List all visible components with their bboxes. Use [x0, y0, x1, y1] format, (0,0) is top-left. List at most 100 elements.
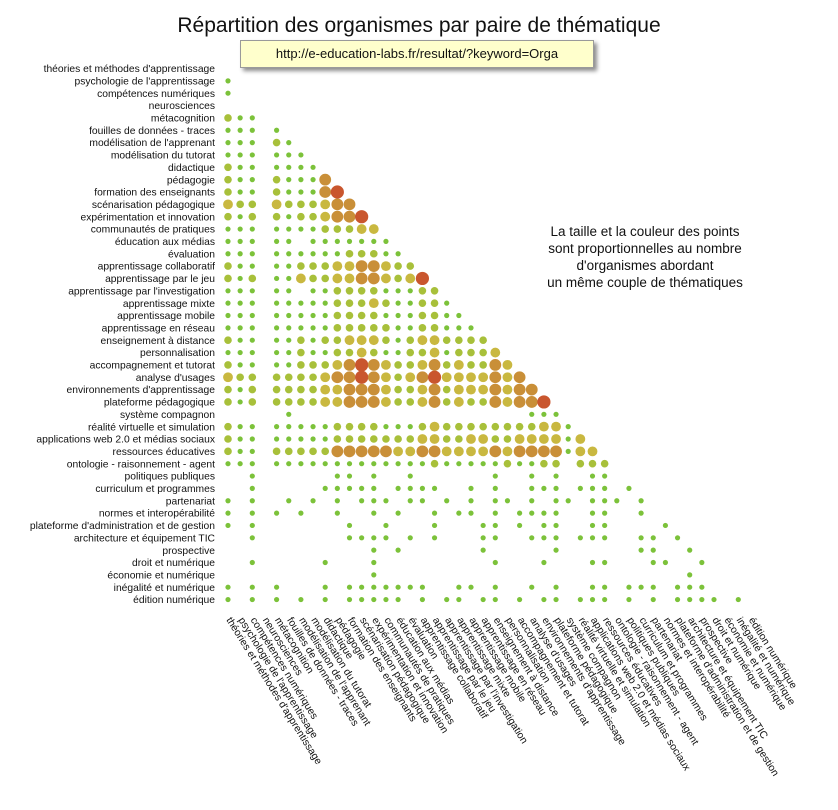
data-point: [489, 396, 502, 408]
data-point: [553, 473, 559, 479]
data-point: [650, 596, 656, 603]
row-label: ressources éducatives: [113, 447, 215, 458]
data-point: [444, 312, 450, 319]
data-point: [237, 127, 243, 133]
data-point: [343, 445, 356, 458]
row-label: applications web 2.0 et médias sociaux: [36, 435, 215, 446]
data-point: [367, 359, 380, 371]
data-point: [383, 288, 389, 294]
row-label: architecture et équipement TIC: [74, 533, 216, 544]
data-point: [687, 584, 693, 590]
url-box[interactable]: http://e-education-labs.fr/resultat/?key…: [240, 40, 594, 68]
data-point: [383, 535, 389, 541]
data-point: [355, 210, 369, 224]
data-point: [553, 547, 559, 553]
data-point: [589, 485, 596, 491]
data-point: [394, 435, 402, 443]
data-point: [237, 275, 243, 282]
data-point: [638, 584, 644, 590]
data-point: [332, 360, 343, 370]
data-point: [249, 485, 255, 491]
data-point: [310, 251, 316, 257]
data-point: [298, 510, 304, 516]
data-point: [419, 596, 425, 603]
data-point: [249, 238, 255, 244]
data-point: [237, 399, 243, 405]
data-point: [514, 434, 525, 444]
data-point: [395, 300, 401, 306]
data-point: [491, 422, 500, 431]
data-point: [249, 522, 255, 529]
data-point: [466, 446, 476, 457]
data-point: [492, 510, 498, 516]
data-point: [478, 372, 489, 383]
row-label: fouilles de données - traces: [89, 126, 215, 137]
data-point: [453, 360, 464, 370]
data-point: [272, 398, 281, 406]
data-point: [480, 547, 486, 553]
data-point: [575, 434, 586, 444]
data-point: [489, 371, 502, 384]
data-point: [407, 300, 413, 306]
data-point: [284, 398, 293, 406]
data-point: [343, 359, 356, 371]
data-point: [237, 300, 243, 306]
data-point: [355, 370, 369, 384]
data-point: [455, 435, 463, 443]
data-point: [248, 274, 257, 283]
data-point: [383, 498, 389, 504]
data-point: [322, 300, 328, 306]
data-point: [394, 361, 402, 369]
data-point: [370, 311, 378, 320]
data-point: [650, 584, 656, 590]
data-point: [310, 424, 316, 430]
data-point: [735, 596, 741, 603]
data-point: [430, 459, 439, 468]
data-point: [429, 434, 440, 444]
data-point: [394, 385, 402, 394]
data-point: [237, 349, 243, 356]
data-point: [393, 446, 403, 457]
data-point: [478, 384, 489, 395]
data-point: [237, 226, 243, 232]
data-point: [589, 498, 596, 504]
data-point: [444, 461, 450, 467]
row-label: modélisation du tutorat: [111, 151, 215, 162]
data-point: [298, 152, 304, 158]
data-point: [455, 336, 463, 345]
data-point: [367, 272, 380, 285]
data-point: [492, 461, 498, 467]
data-point: [249, 510, 255, 516]
data-point: [419, 584, 425, 590]
data-point: [479, 348, 487, 357]
data-point: [394, 262, 402, 270]
data-point: [297, 385, 305, 394]
data-point: [224, 212, 232, 221]
data-point: [602, 473, 608, 479]
data-point: [406, 336, 415, 345]
data-point: [699, 584, 705, 590]
data-point: [395, 584, 401, 590]
data-point: [552, 459, 560, 468]
data-point: [565, 436, 571, 442]
data-point: [383, 461, 389, 467]
data-point: [334, 485, 340, 491]
data-point: [310, 238, 316, 244]
row-label: environnements d'apprentissage: [66, 385, 215, 396]
data-point: [249, 177, 255, 183]
data-point: [383, 312, 389, 319]
row-label: formation des enseignants: [94, 188, 215, 199]
data-point: [417, 434, 428, 444]
data-point: [356, 335, 367, 346]
data-point: [286, 214, 292, 220]
data-point: [638, 510, 644, 516]
data-point: [711, 596, 717, 603]
data-point: [517, 596, 523, 603]
data-point: [371, 498, 377, 504]
data-point: [237, 436, 243, 442]
data-point: [662, 522, 669, 529]
data-point: [298, 251, 304, 257]
data-point: [286, 164, 292, 170]
data-point: [395, 485, 401, 491]
data-point: [297, 200, 305, 209]
